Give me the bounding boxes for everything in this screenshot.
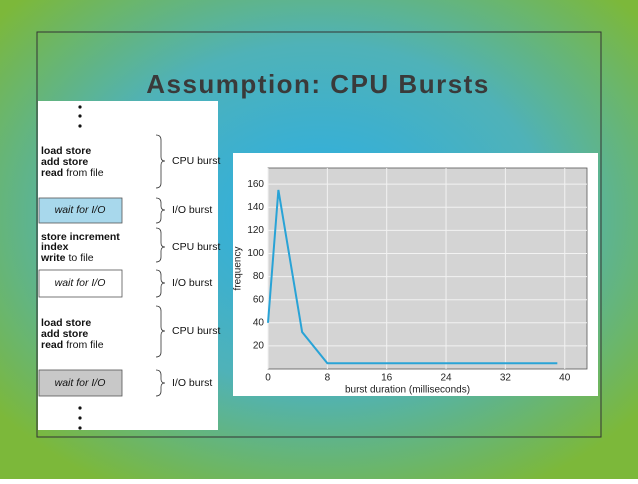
code-text: from file	[66, 167, 104, 179]
x-tick-label: 32	[500, 373, 512, 384]
code-line: write to file	[40, 252, 94, 264]
code-keyword: load store	[41, 317, 91, 329]
x-tick-label: 0	[265, 373, 271, 384]
x-tick-label: 8	[325, 373, 331, 384]
code-keyword: index	[41, 241, 69, 253]
y-tick-label: 100	[247, 248, 264, 259]
y-tick-label: 80	[253, 271, 265, 282]
wait-box	[38, 269, 123, 298]
ellipsis-dot	[78, 105, 82, 109]
y-tick-label: 140	[247, 202, 264, 213]
brace	[155, 369, 166, 397]
wait-box	[38, 369, 123, 397]
code-line: read from file	[41, 167, 104, 179]
chart: 20 40 60 80 100 120 140 160 0 8 16 24 32 40 burst dura…	[233, 167, 588, 396]
brace	[155, 134, 166, 189]
burst-label: I/O burst	[172, 277, 212, 289]
code-keyword: read	[41, 339, 63, 351]
code-keyword: store increment	[41, 231, 120, 243]
code-line: store increment	[41, 231, 120, 243]
code-text: from file	[66, 339, 104, 351]
ellipsis-dot	[78, 416, 82, 420]
wait-label: wait for I/O	[55, 377, 106, 389]
burst-label: I/O burst	[172, 204, 212, 216]
wait-label: wait for I/O	[55, 204, 106, 216]
code-keyword: add store	[41, 156, 88, 168]
plot-area	[267, 167, 588, 370]
wait-label: wait for I/O	[55, 277, 106, 289]
code-line: index	[41, 241, 69, 253]
ellipsis-dot	[78, 124, 82, 128]
burst-label: CPU burst	[172, 325, 221, 337]
y-tick-label: 60	[253, 294, 265, 305]
code-keyword: read	[41, 167, 63, 179]
y-axis-label: frequency	[233, 247, 244, 291]
slide-frame	[36, 31, 602, 438]
ellipsis-dot	[78, 406, 82, 410]
x-axis-label: burst duration (milliseconds)	[345, 385, 470, 396]
code-text: to file	[69, 252, 94, 264]
code-keyword: write	[40, 252, 66, 264]
brace	[155, 305, 166, 358]
ellipsis-dot	[78, 114, 82, 118]
brace	[155, 269, 166, 298]
code-line: add store	[41, 328, 88, 340]
y-tick-label: 120	[247, 225, 264, 236]
y-tick-label: 160	[247, 179, 264, 190]
slide-title: Assumption: CPU Bursts	[146, 69, 490, 99]
data-line	[267, 189, 558, 365]
code-line: load store	[41, 145, 91, 157]
brace	[155, 197, 166, 224]
burst-label: CPU burst	[172, 241, 221, 253]
x-tick-label: 16	[381, 373, 393, 384]
y-tick-label: 20	[253, 341, 265, 352]
y-tick-label: 40	[253, 317, 265, 328]
burst-label: I/O burst	[172, 377, 212, 389]
code-line: add store	[41, 156, 88, 168]
code-keyword: add store	[41, 328, 88, 340]
burst-label: CPU burst	[172, 155, 221, 167]
wait-box	[38, 197, 123, 224]
x-tick-label: 24	[440, 373, 452, 384]
code-line: read from file	[41, 339, 104, 351]
code-line: load store	[41, 317, 91, 329]
code-keyword: load store	[41, 145, 91, 157]
brace	[155, 227, 166, 263]
x-tick-label: 40	[559, 373, 571, 384]
ellipsis-dot	[78, 426, 82, 430]
